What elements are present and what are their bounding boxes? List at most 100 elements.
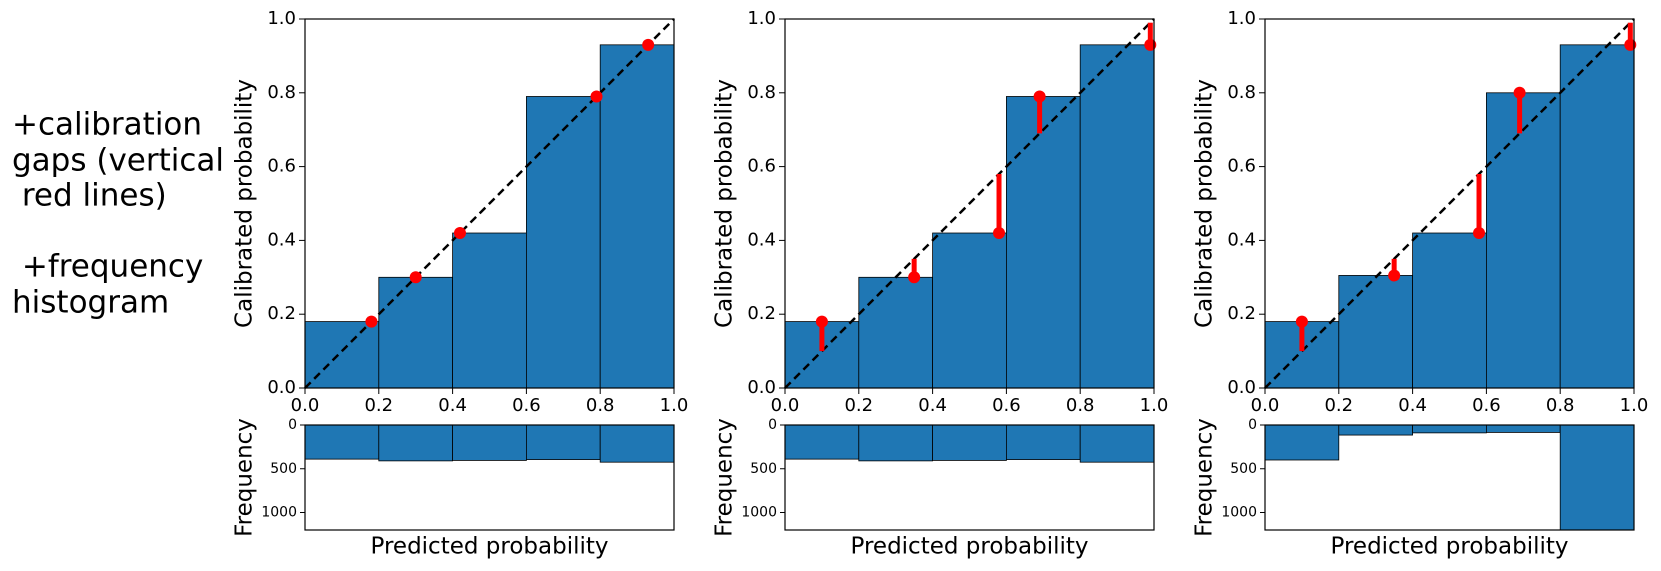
y-tick-label: 0.0 bbox=[267, 377, 296, 398]
x-tick-label: 0.0 bbox=[291, 395, 320, 416]
bar bbox=[378, 424, 453, 462]
bar bbox=[1264, 424, 1340, 461]
bar bbox=[784, 424, 860, 460]
y-tick-label: 500 bbox=[750, 461, 777, 477]
point bbox=[1624, 38, 1637, 51]
bar bbox=[378, 276, 453, 389]
diagonal bbox=[1264, 18, 1635, 389]
bar bbox=[1412, 424, 1487, 434]
x-tick-label: 0.4 bbox=[1398, 395, 1427, 416]
y-tick-label: 0.8 bbox=[267, 82, 296, 103]
x-tick-label: 0.0 bbox=[1251, 395, 1280, 416]
x-tick-label: 0.6 bbox=[992, 395, 1021, 416]
y-tick-label: 0.0 bbox=[747, 377, 776, 398]
y-axis-label: Frequency bbox=[1192, 418, 1218, 537]
x-tick-label: 0.2 bbox=[364, 395, 393, 416]
x-axis-label: Predicted probability bbox=[851, 534, 1089, 560]
y-tick-label: 1000 bbox=[261, 505, 297, 521]
x-tick-label: 0.6 bbox=[512, 395, 541, 416]
diagonal bbox=[304, 18, 675, 389]
y-tick-label: 0.4 bbox=[1227, 229, 1256, 250]
bar bbox=[1486, 424, 1561, 433]
y-tick-label: 0.2 bbox=[1227, 303, 1256, 324]
bar bbox=[932, 424, 1007, 461]
x-tick-label: 1.0 bbox=[660, 395, 689, 416]
bar bbox=[599, 424, 675, 463]
axes-frame bbox=[784, 18, 1155, 389]
bar bbox=[1486, 92, 1561, 389]
x-axis-label: Predicted probability bbox=[371, 534, 609, 560]
diagonal bbox=[784, 18, 1155, 389]
x-tick-label: 0.0 bbox=[771, 395, 800, 416]
bar bbox=[1338, 424, 1414, 436]
x-tick-label: 0.4 bbox=[438, 395, 467, 416]
point bbox=[908, 271, 921, 284]
y-tick-label: 1.0 bbox=[1227, 8, 1256, 29]
point bbox=[815, 315, 828, 328]
bar bbox=[452, 424, 527, 461]
y-tick-label: 0 bbox=[288, 417, 297, 433]
x-tick-label: 1.0 bbox=[1140, 395, 1169, 416]
y-tick-label: 0.4 bbox=[267, 229, 296, 250]
y-tick-label: 500 bbox=[1230, 461, 1257, 477]
bar bbox=[1079, 44, 1155, 389]
y-tick-label: 500 bbox=[270, 461, 297, 477]
axes-frame bbox=[304, 424, 675, 531]
y-tick-label: 0.2 bbox=[267, 303, 296, 324]
point bbox=[365, 315, 378, 328]
y-tick-label: 1000 bbox=[741, 505, 777, 521]
y-tick-label: 1.0 bbox=[747, 8, 776, 29]
y-tick-label: 0.6 bbox=[747, 156, 776, 177]
y-axis-label: Calibrated probability bbox=[712, 79, 738, 328]
bar bbox=[526, 96, 601, 389]
y-tick-label: 0.8 bbox=[1227, 82, 1256, 103]
point bbox=[453, 227, 466, 240]
bar bbox=[452, 232, 527, 389]
x-tick-label: 0.2 bbox=[1324, 395, 1353, 416]
x-tick-label: 0.8 bbox=[1066, 395, 1095, 416]
y-tick-label: 0.6 bbox=[1227, 156, 1256, 177]
y-tick-label: 0 bbox=[768, 417, 777, 433]
y-tick-label: 0 bbox=[1248, 417, 1257, 433]
bar bbox=[1006, 96, 1081, 389]
y-tick-label: 0.4 bbox=[747, 229, 776, 250]
y-tick-label: 0.6 bbox=[267, 156, 296, 177]
point bbox=[993, 227, 1006, 240]
annotation: histogram bbox=[12, 285, 169, 321]
bar bbox=[858, 276, 933, 389]
y-tick-label: 1000 bbox=[1221, 505, 1257, 521]
bar bbox=[858, 424, 933, 462]
y-tick-label: 0.0 bbox=[1227, 377, 1256, 398]
point bbox=[590, 90, 603, 103]
annotation: +calibration bbox=[12, 107, 202, 143]
point bbox=[1144, 38, 1157, 51]
y-axis-label: Frequency bbox=[712, 418, 738, 537]
y-tick-label: 0.2 bbox=[747, 303, 776, 324]
x-tick-label: 0.8 bbox=[1546, 395, 1575, 416]
bar bbox=[304, 424, 380, 460]
bar bbox=[1338, 275, 1414, 389]
bar bbox=[599, 44, 675, 389]
axes-frame bbox=[1264, 18, 1635, 389]
x-tick-label: 1.0 bbox=[1620, 395, 1649, 416]
bar bbox=[932, 232, 1007, 389]
point bbox=[1388, 269, 1401, 282]
annotation: red lines) bbox=[12, 178, 167, 214]
bar bbox=[1006, 424, 1081, 460]
x-tick-label: 0.8 bbox=[586, 395, 615, 416]
y-axis-label: Frequency bbox=[232, 418, 258, 537]
axes-frame bbox=[304, 18, 675, 389]
axes-frame bbox=[1264, 424, 1635, 531]
point bbox=[1033, 90, 1046, 103]
x-tick-label: 0.2 bbox=[844, 395, 873, 416]
y-axis-label: Calibrated probability bbox=[1192, 79, 1218, 328]
bar bbox=[1079, 424, 1155, 463]
point bbox=[1295, 315, 1308, 328]
y-tick-label: 0.8 bbox=[747, 82, 776, 103]
y-tick-label: 1.0 bbox=[267, 8, 296, 29]
annotation: +frequency bbox=[12, 249, 203, 285]
x-axis-label: Predicted probability bbox=[1331, 534, 1569, 560]
point bbox=[642, 38, 655, 51]
x-tick-label: 0.4 bbox=[918, 395, 947, 416]
